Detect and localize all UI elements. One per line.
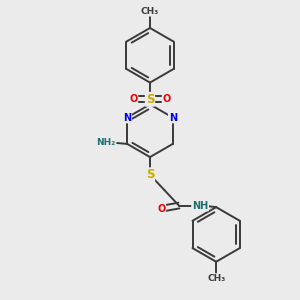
Text: NH₂: NH₂ <box>96 138 116 147</box>
Text: O: O <box>129 94 137 104</box>
Text: S: S <box>146 93 154 106</box>
Text: O: O <box>163 94 171 104</box>
Text: N: N <box>123 112 131 123</box>
Text: CH₃: CH₃ <box>207 274 225 283</box>
Text: NH: NH <box>192 200 208 211</box>
Text: S: S <box>146 168 154 181</box>
Text: O: O <box>157 204 165 214</box>
Text: N: N <box>169 112 177 123</box>
Text: CH₃: CH₃ <box>141 7 159 16</box>
